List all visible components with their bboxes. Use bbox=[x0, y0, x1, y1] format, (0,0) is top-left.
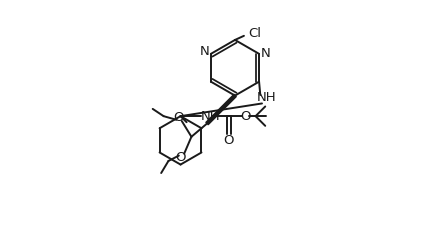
Text: O: O bbox=[224, 134, 234, 147]
Text: N: N bbox=[260, 47, 270, 60]
Text: O: O bbox=[173, 111, 183, 124]
Text: O: O bbox=[175, 151, 186, 164]
Text: N: N bbox=[200, 45, 210, 58]
Text: Cl: Cl bbox=[248, 27, 261, 40]
Text: NH: NH bbox=[257, 91, 276, 104]
Text: O: O bbox=[241, 110, 251, 123]
Text: NH: NH bbox=[201, 110, 220, 123]
